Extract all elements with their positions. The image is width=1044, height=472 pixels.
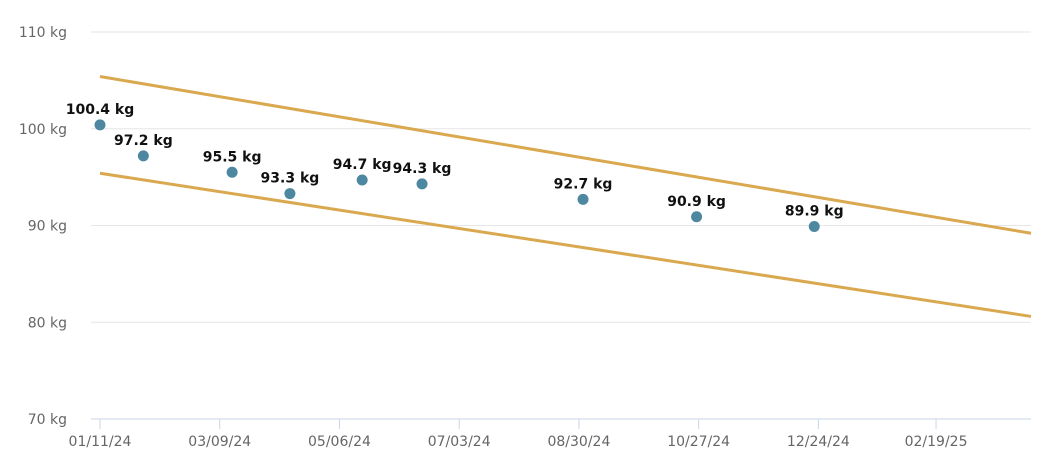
y-tick-label: 110 kg bbox=[19, 25, 67, 41]
data-point bbox=[808, 220, 820, 232]
x-tick-label: 05/06/24 bbox=[308, 434, 371, 450]
data-label: 93.3 kg bbox=[261, 171, 320, 187]
x-tick-label: 10/27/24 bbox=[667, 434, 730, 450]
data-label: 92.7 kg bbox=[554, 176, 613, 192]
data-label: 94.7 kg bbox=[333, 157, 392, 173]
y-tick-label: 80 kg bbox=[28, 315, 67, 331]
x-tick-label: 01/11/24 bbox=[69, 434, 132, 450]
trend-line-upper bbox=[99, 75, 1032, 235]
data-point bbox=[356, 174, 368, 186]
x-tick-label: 07/03/24 bbox=[428, 434, 491, 450]
data-labels: 100.4 kg 97.2 kg 95.5 kg 93.3 kg 94.7 kg 94.3… bbox=[66, 102, 844, 220]
data-points bbox=[94, 119, 820, 232]
x-axis-labels: 01/11/24 03/09/24 05/06/24 07/03/24 08/30/24… bbox=[69, 434, 968, 450]
data-point bbox=[226, 166, 238, 178]
x-tick-label: 02/19/25 bbox=[905, 434, 968, 450]
data-label: 89.9 kg bbox=[785, 203, 844, 219]
data-label: 90.9 kg bbox=[667, 194, 726, 210]
data-point bbox=[284, 188, 296, 200]
x-tick-label: 08/30/24 bbox=[547, 434, 610, 450]
data-point bbox=[577, 193, 589, 205]
y-tick-label: 100 kg bbox=[19, 122, 67, 138]
trend-line-lower bbox=[99, 171, 1032, 318]
y-tick-label: 70 kg bbox=[28, 412, 67, 428]
data-label: 95.5 kg bbox=[203, 149, 262, 165]
data-point bbox=[94, 119, 106, 131]
x-tick-label: 03/09/24 bbox=[188, 434, 251, 450]
x-axis bbox=[91, 418, 1031, 429]
x-tick-label: 12/24/24 bbox=[787, 434, 850, 450]
data-label: 94.3 kg bbox=[393, 161, 452, 177]
data-point bbox=[137, 150, 149, 162]
trend-bands bbox=[99, 75, 1032, 318]
data-label: 97.2 kg bbox=[114, 133, 173, 149]
data-point bbox=[691, 211, 703, 223]
y-axis-labels: 70 kg 80 kg 90 kg 100 kg 110 kg bbox=[19, 25, 67, 428]
data-label: 100.4 kg bbox=[66, 102, 135, 118]
data-point bbox=[416, 178, 428, 190]
y-tick-label: 90 kg bbox=[28, 219, 67, 235]
grid-lines bbox=[91, 31, 1031, 323]
